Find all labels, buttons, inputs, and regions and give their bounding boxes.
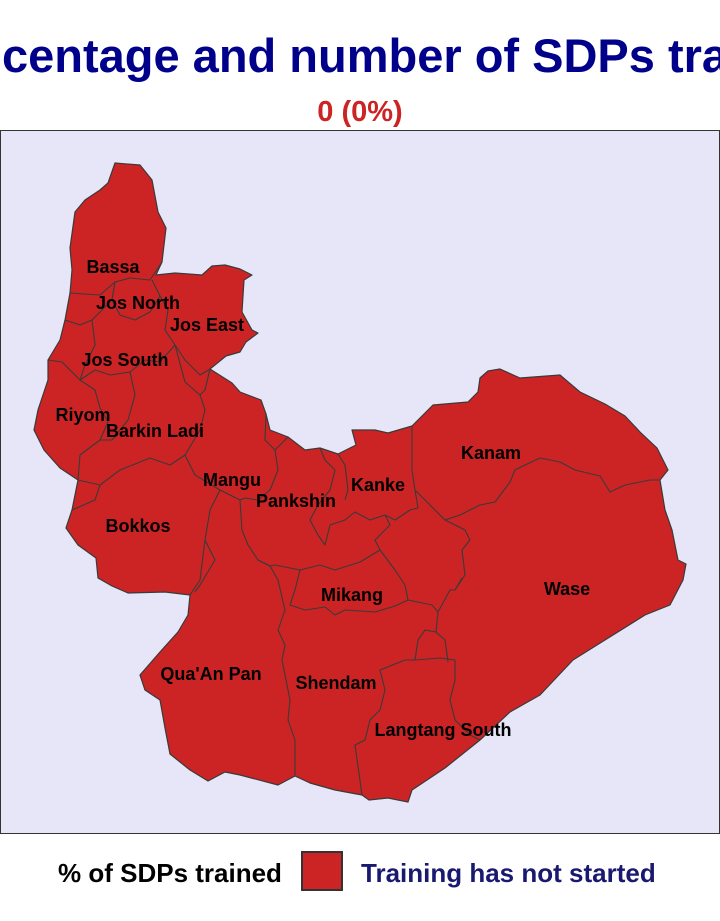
region-label-jos-east: Jos East [170,315,244,335]
region-label-shendam: Shendam [295,673,376,693]
region-label-jos-south: Jos South [81,350,168,370]
region-label-pankshin: Pankshin [256,491,336,511]
map-title-text: centage and number of SDPs tra [2,29,720,82]
legend-label-not-started: Training has not started [361,858,656,888]
region-label-jos-north: Jos North [96,293,180,313]
border-shendam [354,657,456,796]
region-label-kanke: Kanke [351,475,405,495]
map-title: centage and number of SDPs tra [0,28,720,84]
region-label-mangu: Mangu [203,470,261,490]
region-label-qua-an-pan: Qua'An Pan [160,664,261,684]
region-label-bokkos: Bokkos [105,516,170,536]
border-kanke [337,426,419,521]
border-wase [435,577,481,741]
state-map: Bassa Jos North Jos East Jos South Riyom… [33,162,687,803]
legend-title: % of SDPs trained [58,858,282,888]
legend-swatch-not-started [301,851,343,891]
map-legend: % of SDPs trained Training has not start… [0,850,720,896]
border-pankshin [239,413,391,571]
border-bassa [69,261,163,296]
border-kanam [414,457,660,591]
region-label-kanam: Kanam [461,443,521,463]
border-bokkos [71,484,206,596]
region-label-barkin-ladi: Barkin Ladi [106,421,204,441]
state-outline [33,162,687,803]
map-panel: Bassa Jos North Jos East Jos South Riyom… [0,130,720,834]
region-label-wase: Wase [544,579,590,599]
region-label-langtang-south: Langtang South [375,720,512,740]
region-label-mikang: Mikang [321,585,383,605]
region-label-riyom: Riyom [55,405,110,425]
border-mikang [269,549,439,776]
border-riyom [47,359,109,481]
map-subtitle: 0 (0%) [317,96,403,128]
border-jossouth [64,299,176,381]
region-label-bassa: Bassa [86,257,140,277]
